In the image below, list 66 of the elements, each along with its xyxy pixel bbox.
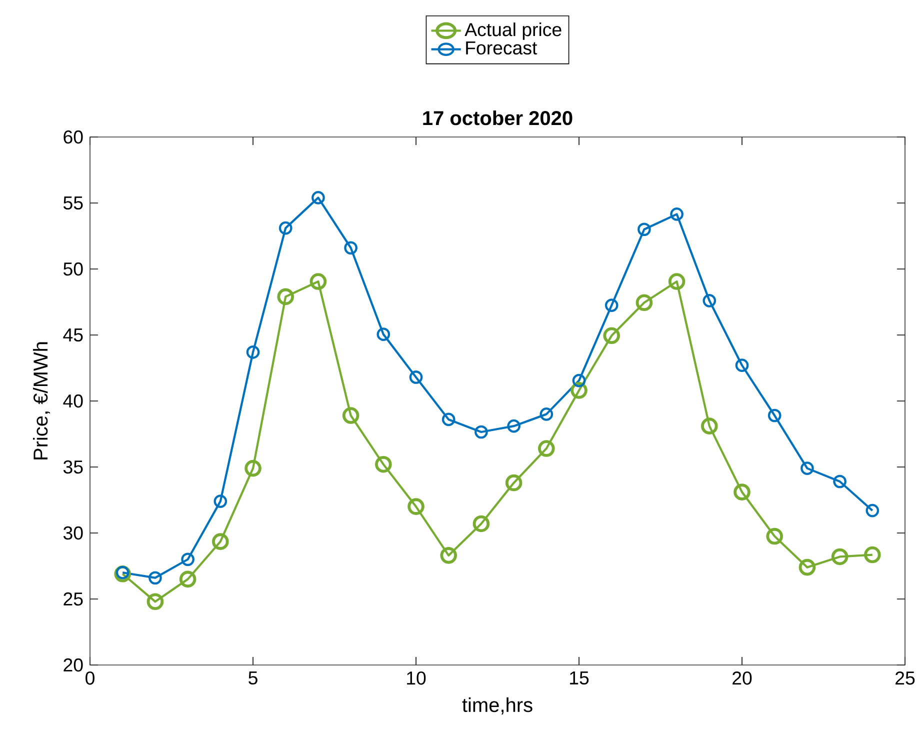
point: [603, 327, 620, 344]
point: [440, 547, 458, 564]
point: [408, 498, 424, 515]
y-tick-label: 30: [63, 526, 83, 540]
point: [376, 328, 390, 341]
x-tick-label: 20: [732, 671, 752, 685]
point: [798, 558, 816, 576]
point: [148, 571, 162, 585]
point: [344, 241, 358, 255]
point: [212, 533, 229, 550]
point: [409, 370, 423, 384]
point: [505, 474, 522, 492]
point: [146, 593, 164, 610]
point: [766, 528, 784, 545]
point: [342, 407, 360, 424]
y-tick-label: 45: [63, 328, 83, 342]
point: [507, 419, 520, 433]
x-tick-label: 10: [407, 671, 426, 685]
y-tick-label: 20: [64, 658, 83, 672]
point: [246, 345, 260, 359]
point: [214, 494, 228, 508]
point: [474, 425, 488, 439]
point: [702, 294, 716, 308]
x-tick-label: 5: [248, 671, 258, 685]
point: [572, 374, 586, 388]
point: [312, 191, 325, 204]
x-axis-title: time,hrs: [462, 697, 532, 714]
point: [833, 474, 846, 488]
point: [604, 298, 618, 312]
legend-label: Forecast: [466, 42, 538, 55]
x-tick-label: 25: [896, 671, 915, 685]
point: [277, 288, 294, 306]
point: [670, 208, 684, 221]
point: [701, 418, 718, 434]
point: [278, 221, 292, 235]
y-tick-label: 55: [64, 196, 83, 210]
y-tick-label: 25: [64, 592, 83, 606]
legend-label: Actual price: [464, 22, 562, 40]
point: [800, 462, 814, 475]
y-axis-title: Price, €/MWh: [32, 342, 50, 460]
point: [540, 408, 554, 421]
point: [768, 408, 782, 422]
chart-title: 17 october 2020: [423, 110, 572, 126]
point: [244, 460, 262, 477]
point: [442, 412, 456, 426]
point: [538, 440, 555, 457]
point: [668, 273, 686, 290]
point: [310, 273, 327, 290]
x-tick-label: 0: [86, 671, 94, 685]
point: [375, 456, 392, 473]
y-tick-label: 60: [64, 130, 83, 144]
y-tick-label: 50: [64, 262, 83, 276]
point: [735, 358, 749, 372]
point: [638, 222, 651, 236]
y-tick-label: 35: [63, 460, 83, 474]
point: [734, 484, 750, 500]
y-tick-label: 40: [63, 394, 83, 408]
point: [866, 504, 880, 518]
point: [472, 515, 490, 532]
point: [181, 552, 194, 566]
point: [864, 546, 881, 564]
point: [116, 566, 130, 580]
point: [636, 294, 653, 312]
x-tick-label: 15: [570, 671, 589, 685]
point: [179, 570, 196, 588]
point: [831, 548, 848, 566]
